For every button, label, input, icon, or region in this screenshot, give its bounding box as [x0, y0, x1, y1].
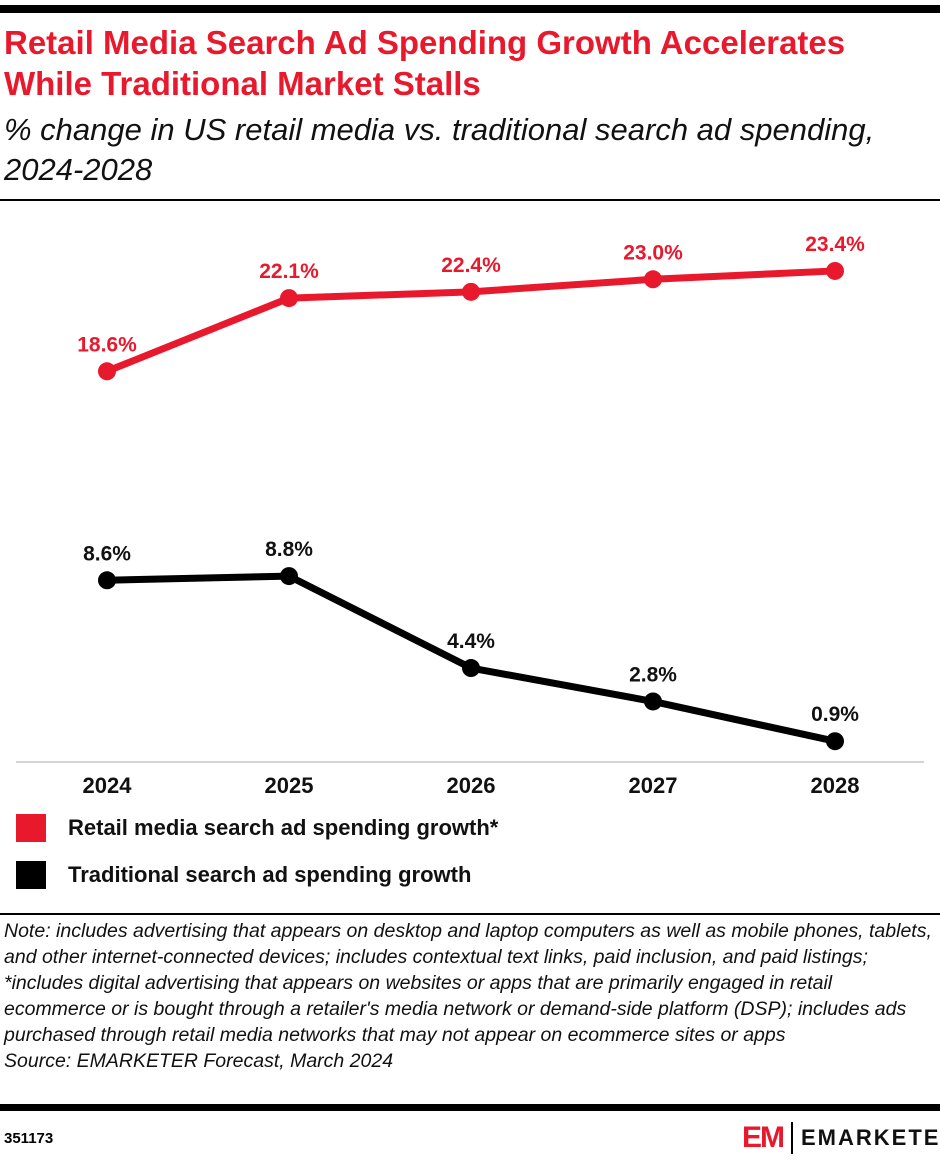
chart-id: 351173: [4, 1130, 54, 1147]
data-label: 0.9%: [811, 703, 859, 726]
data-label: 23.4%: [805, 233, 865, 256]
logo-wordmark: EMARKETER: [801, 1125, 940, 1150]
data-point: [98, 571, 116, 590]
chart-subtitle: % change in US retail media vs. traditio…: [4, 112, 875, 187]
legend-swatch-retail: [16, 814, 46, 842]
data-label: 18.6%: [77, 333, 137, 356]
data-label: 2.8%: [629, 663, 677, 686]
logo-separator: [791, 1122, 793, 1154]
x-tick-label: 2025: [265, 773, 314, 798]
footnote: Note: includes advertising that appears …: [4, 918, 934, 1074]
data-point: [462, 659, 480, 678]
top-bar: [0, 5, 940, 13]
data-label: 22.1%: [259, 260, 319, 283]
chart-title: Retail Media Search Ad Spending Growth A…: [4, 24, 846, 102]
line-chart: 2024 2025 2026 2027 2028 18.6% 22.1% 22.4% 23.0%…: [16, 233, 924, 798]
data-point: [462, 282, 480, 301]
note-text: Note: includes advertising that appears …: [4, 920, 932, 1046]
data-point: [644, 692, 662, 711]
bottom-bar: [0, 1104, 940, 1111]
series-line-1: [106, 572, 836, 745]
data-label: 23.0%: [623, 241, 683, 264]
data-point: [826, 732, 844, 751]
em-logo-icon: EM: [742, 1121, 785, 1154]
legend-swatch-traditional: [16, 861, 46, 889]
legend-item-retail: Retail media search ad spending growth*: [16, 814, 498, 842]
header-divider: [0, 199, 940, 201]
legend-label-retail: Retail media search ad spending growth*: [68, 815, 499, 840]
x-tick-label: 2028: [811, 773, 860, 798]
data-point: [644, 270, 662, 289]
x-tick-label: 2026: [447, 773, 496, 798]
x-tick-label: 2027: [629, 773, 678, 798]
data-label: 8.8%: [265, 538, 313, 561]
emarketer-logo: EM EMARKETER: [742, 1121, 940, 1155]
data-label: 22.4%: [441, 254, 501, 277]
data-label: 8.6%: [83, 542, 131, 565]
data-point: [280, 289, 298, 308]
data-point: [826, 261, 844, 280]
source-text: Source: EMARKETER Forecast, March 2024: [4, 1050, 394, 1072]
legend-item-traditional: Traditional search ad spending growth: [16, 861, 471, 889]
data-label: 4.4%: [447, 630, 495, 653]
data-point: [280, 567, 298, 586]
x-tick-label: 2024: [83, 773, 133, 798]
legend-label-traditional: Traditional search ad spending growth: [68, 862, 472, 887]
footer-divider: [0, 913, 940, 915]
data-point: [98, 362, 116, 381]
